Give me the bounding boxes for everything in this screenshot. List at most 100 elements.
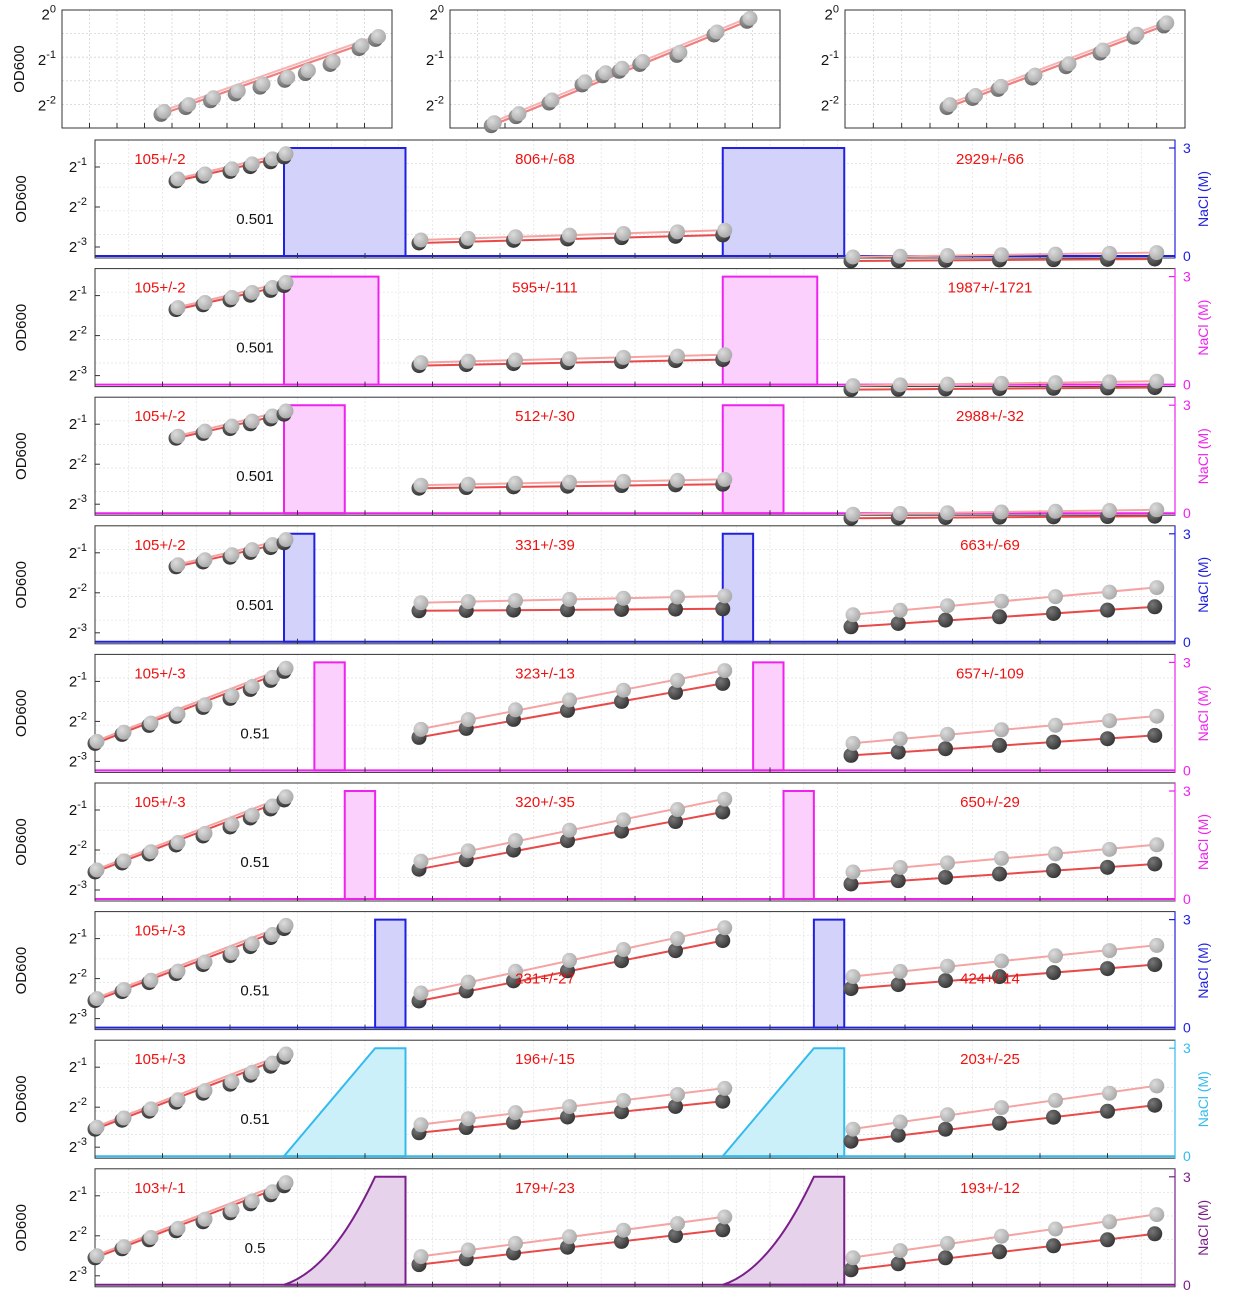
transition-value-label: 0.5 xyxy=(245,1240,266,1257)
data-point-replicate xyxy=(845,249,861,265)
data-point-replicate xyxy=(670,224,685,240)
data-point xyxy=(1147,727,1163,743)
data-point-replicate xyxy=(993,78,1009,94)
data-point xyxy=(1100,859,1115,875)
top-panel-ytick-label: 20 xyxy=(825,4,839,24)
growth-phase-1 xyxy=(87,917,294,1009)
data-point-replicate xyxy=(224,547,240,563)
data-point-replicate xyxy=(670,472,685,488)
stress-row-7: 3 0 NaCl (M) 2-1 2-2 2-3 OD600 105+/-3 0.51 231+/… xyxy=(13,911,1211,1036)
data-point-replicate xyxy=(224,1202,240,1218)
data-point-replicate xyxy=(197,1083,213,1099)
nacl-tick-label: 3 xyxy=(1183,912,1191,928)
stress-row-3: 3 0 NaCl (M) 2-1 2-2 2-3 OD600 105+/-2 0.501 512+… xyxy=(13,396,1211,526)
od-tick-label: 2-2 xyxy=(69,710,87,730)
data-point-replicate xyxy=(717,347,733,363)
data-point-replicate xyxy=(486,115,502,131)
od-tick-label: 2-3 xyxy=(69,1008,87,1028)
transition-value-label: 0.51 xyxy=(240,854,269,871)
growth-phase-2 xyxy=(411,663,733,745)
growth-phase-1 xyxy=(168,146,294,189)
growth-phase-1 xyxy=(87,660,294,751)
phase1-doubling-label: 105+/-3 xyxy=(134,665,185,682)
stress-row-9: 3 0 NaCl (M) 2-1 2-2 2-3 OD600 103+/-1 0.5 179+/-… xyxy=(13,1168,1211,1293)
data-point-replicate xyxy=(460,974,476,990)
data-point-replicate xyxy=(244,936,260,952)
data-point xyxy=(1147,1097,1163,1113)
nacl-tick-label: 0 xyxy=(1183,762,1191,778)
data-point-replicate xyxy=(1149,1207,1165,1223)
data-point-replicate xyxy=(413,232,429,248)
growth-phase-2 xyxy=(411,347,733,374)
data-point-replicate xyxy=(562,227,577,243)
phase3-doubling-label: 650+/-29 xyxy=(960,794,1020,811)
data-point xyxy=(715,804,731,820)
data-point-replicate xyxy=(940,376,955,392)
data-point-replicate xyxy=(670,1216,685,1232)
nacl-axis-label: NaCl (M) xyxy=(1195,300,1211,356)
data-point-replicate xyxy=(170,428,186,444)
data-point-replicate xyxy=(508,1235,523,1251)
growth-phase-1 xyxy=(168,403,294,446)
od-tick-label: 2-2 xyxy=(69,196,87,216)
nacl-pulse-2 xyxy=(782,790,815,900)
stress-row-2: 3 0 NaCl (M) 2-1 2-2 2-3 OD600 105+/-2 0.501 595+… xyxy=(13,268,1211,398)
data-point-replicate xyxy=(1149,708,1165,724)
data-point-replicate xyxy=(280,69,296,85)
transition-value-label: 0.501 xyxy=(236,468,274,485)
data-point-replicate xyxy=(670,802,685,818)
data-point-replicate xyxy=(616,349,631,365)
data-point-replicate xyxy=(460,353,476,369)
data-point-replicate xyxy=(244,1064,260,1080)
growth-phase-2 xyxy=(411,471,733,496)
nacl-tick-label: 0 xyxy=(1183,1148,1191,1164)
data-point xyxy=(715,933,731,949)
growth-phase-3 xyxy=(843,1207,1165,1278)
od-tick-label: 2-3 xyxy=(69,750,87,770)
nacl-tick-label: 3 xyxy=(1183,654,1191,670)
od-axis-label: OD600 xyxy=(13,304,30,352)
nacl-pulse-1 xyxy=(283,532,316,643)
data-point-replicate xyxy=(197,825,213,841)
data-point-replicate xyxy=(278,1175,294,1191)
data-point-replicate xyxy=(892,377,908,393)
phase2-doubling-label: 320+/-35 xyxy=(515,794,575,811)
data-point-replicate xyxy=(89,733,105,749)
data-point-replicate xyxy=(940,505,955,521)
transition-value-label: 0.501 xyxy=(236,340,274,357)
data-point-replicate xyxy=(255,76,271,92)
data-point-replicate xyxy=(994,375,1009,391)
data-point xyxy=(890,744,906,760)
data-point-replicate xyxy=(197,166,213,182)
data-point-replicate xyxy=(1149,373,1165,389)
data-point-replicate xyxy=(616,590,631,606)
phase3-doubling-label: 663+/-69 xyxy=(960,537,1020,554)
nacl-pulse-2 xyxy=(721,404,785,515)
data-point-replicate xyxy=(156,103,172,119)
data-point-replicate xyxy=(508,352,523,368)
growth-phase-1 xyxy=(87,1046,294,1137)
data-point-replicate xyxy=(413,985,429,1001)
data-point-replicate xyxy=(940,598,955,614)
data-point-replicate xyxy=(460,1111,476,1127)
data-point-replicate xyxy=(994,247,1009,263)
data-point-replicate xyxy=(845,506,861,522)
data-point-replicate xyxy=(892,963,908,979)
data-point-replicate xyxy=(224,418,240,434)
data-point xyxy=(1100,1232,1115,1248)
data-point-replicate xyxy=(170,1092,186,1108)
data-point-replicate xyxy=(170,835,186,851)
od-tick-label: 2-3 xyxy=(69,622,87,642)
data-point xyxy=(1046,734,1061,750)
data-point-replicate xyxy=(460,1242,476,1258)
data-point-replicate xyxy=(845,378,861,394)
stress-row-1: 3 0 NaCl (M) 2-1 2-2 2-3 OD600 105+/-2 0.501 806+… xyxy=(13,139,1211,269)
data-point xyxy=(890,977,906,993)
nacl-pulse-2 xyxy=(812,918,846,1029)
data-point xyxy=(614,693,629,709)
data-point xyxy=(843,1133,859,1149)
od-tick-label: 2-3 xyxy=(69,1265,87,1285)
growth-phase-2 xyxy=(411,920,733,1009)
data-point-replicate xyxy=(994,722,1009,738)
